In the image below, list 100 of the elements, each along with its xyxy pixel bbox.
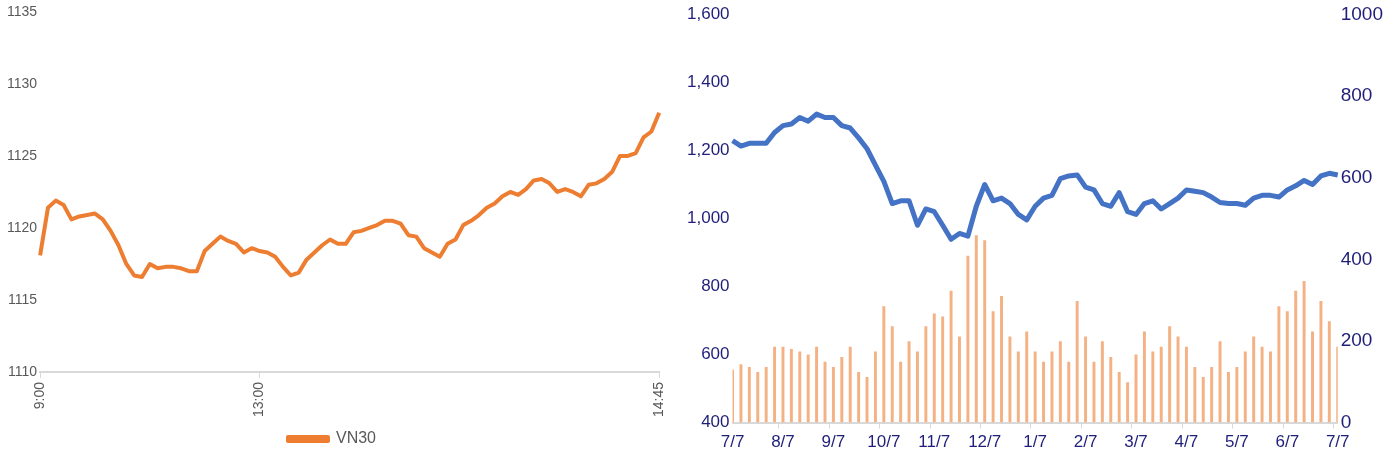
bar [1277, 306, 1281, 423]
bar [890, 326, 894, 423]
bar [1184, 346, 1188, 423]
bar [1000, 296, 1003, 423]
x-tick-label: 13:00 [250, 381, 267, 418]
bar [915, 351, 919, 423]
x-tick-label: 9/7 [821, 432, 846, 452]
bar [932, 313, 936, 423]
bar [882, 306, 886, 423]
bar [1016, 351, 1020, 423]
bar [764, 367, 768, 423]
bar [1302, 280, 1306, 423]
bar [991, 311, 995, 423]
bar [1151, 351, 1155, 423]
y-tick-label: 1120 [7, 218, 38, 235]
bar [739, 364, 743, 423]
bar [1126, 382, 1130, 423]
x-tick-label: 8/7 [771, 432, 795, 452]
bar [840, 356, 844, 423]
y2-tick-label: 800 [1340, 84, 1373, 106]
bar [1243, 351, 1247, 423]
bar [1025, 331, 1029, 423]
bar [907, 341, 911, 423]
x-tick-label: 5/7 [1225, 432, 1249, 452]
bar [1084, 336, 1088, 423]
bar [1210, 367, 1214, 423]
bar [1008, 336, 1012, 423]
y-tick-label: 800 [701, 276, 730, 296]
bar [1201, 376, 1205, 423]
bar [1319, 300, 1323, 423]
bar [857, 371, 861, 423]
bar [1058, 341, 1062, 423]
y2-tick-label: 600 [1340, 165, 1373, 187]
x-tick-label: 12/7 [968, 432, 1002, 452]
x-tick-label: 3/7 [1124, 432, 1148, 452]
bar [941, 316, 945, 423]
x-tick-label: 11/7 [918, 432, 951, 452]
bar [848, 346, 852, 423]
bar [983, 240, 987, 423]
bar [1033, 351, 1037, 423]
y2-tick-label: 400 [1340, 247, 1373, 269]
bar [1252, 336, 1256, 423]
y-tick-label: 400 [701, 412, 730, 432]
y-tick-label: 1130 [7, 74, 38, 91]
legend-label: VN30 [335, 429, 377, 447]
bar [1117, 371, 1121, 423]
bar [1269, 351, 1272, 423]
y-tick-label: 1,200 [686, 140, 730, 160]
x-tick-label: 7/7 [720, 432, 745, 452]
y2-tick-label: 200 [1340, 329, 1373, 351]
x-tick-label: 4/7 [1174, 432, 1199, 452]
bar [1311, 331, 1314, 423]
x-tick-label: 1/7 [1023, 432, 1047, 452]
bar [1159, 346, 1163, 423]
x-tick-label: 6/7 [1275, 432, 1300, 452]
x-tick-label: 2/7 [1073, 432, 1098, 452]
bar [974, 235, 978, 423]
bar [1075, 300, 1079, 423]
y2-tick-label: 1000 [1340, 2, 1384, 24]
bar [1168, 326, 1172, 423]
bar [756, 371, 760, 423]
bar [831, 367, 835, 423]
bar [1050, 351, 1054, 423]
bar [1109, 356, 1113, 423]
bar [1176, 336, 1180, 423]
y-tick-label: 1125 [7, 146, 38, 163]
bar [1260, 346, 1264, 423]
bar [949, 290, 953, 423]
bar [815, 346, 819, 423]
y-tick-label: 1115 [8, 290, 38, 307]
bar [1226, 371, 1230, 423]
x-tick-label: 9:00 [30, 381, 47, 410]
bar [1067, 361, 1071, 423]
bar [1285, 311, 1289, 423]
y-tick-label: 1,600 [686, 4, 730, 24]
bar [1327, 321, 1331, 423]
x-tick-label: 14:45 [650, 381, 667, 418]
y2-tick-label: 0 [1340, 410, 1352, 432]
bar [924, 326, 928, 423]
bar [1294, 290, 1298, 423]
y-tick-label: 1110 [8, 362, 38, 379]
x-tick-label: 10/7 [867, 432, 901, 452]
x-tick-label: 7/7 [1325, 432, 1350, 452]
y-tick-label: 600 [701, 344, 730, 364]
bar [789, 349, 793, 423]
bar [1142, 331, 1146, 423]
y-tick-label: 1,000 [686, 208, 730, 228]
bar [747, 367, 751, 423]
bar [873, 351, 877, 423]
bar [966, 255, 970, 423]
y-tick-label: 1135 [7, 2, 38, 19]
bar [1100, 341, 1104, 423]
bar [1193, 367, 1197, 423]
bar [806, 354, 810, 423]
bar [1235, 367, 1239, 423]
bar [798, 351, 802, 423]
y-tick-label: 1,400 [686, 72, 730, 92]
bar [1042, 361, 1046, 423]
bar [899, 361, 903, 423]
bar [958, 336, 961, 423]
